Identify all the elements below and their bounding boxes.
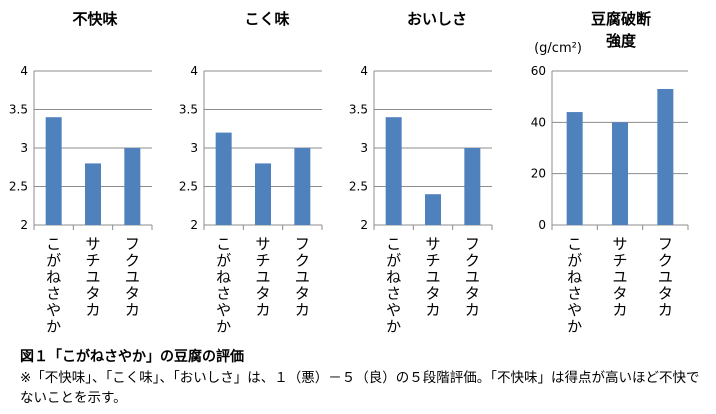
chart-3-bar [385,117,402,225]
chart-1-category-label: こがねさやか [46,235,61,336]
chart-1-category-label: フクユタカ [125,235,140,319]
chart-3-ytick-label: 2 [360,218,368,232]
chart-2-category-label: サチユタカ [255,235,270,319]
chart-1-ytick-label: 4 [20,64,28,78]
chart-3-title: おいしさ [407,10,467,28]
chart-4-category-label: こがねさやか [567,235,582,336]
chart-2-ytick-label: 3.5 [179,103,198,117]
chart-2-ytick-label: 2 [190,218,198,232]
chart-1-bar [85,163,101,225]
chart-1-ytick-label: 2.5 [9,180,28,194]
chart-2-ytick-label: 2.5 [179,180,198,194]
chart-4-title-line-2: 強度 [606,32,637,50]
chart-3-ytick-label: 2.5 [349,180,368,194]
chart-3-bar [425,194,441,225]
chart-4-ytick-label: 60 [531,64,546,78]
chart-2-ytick-label: 3 [190,141,198,155]
chart-4-ytick-label: 0 [538,218,546,232]
chart-3-ytick-label: 4 [360,64,368,78]
chart-2-title: こく味 [244,10,289,28]
chart-1-ytick-label: 2 [20,218,28,232]
chart-4-bar [612,122,628,225]
chart-3-ytick-label: 3.5 [349,103,368,117]
chart-4-bar [566,112,583,225]
chart-3-category-label: こがねさやか [386,235,401,336]
chart-2-bar [255,163,271,225]
figure-caption-title: 図１「こがねさやか」の豆腐の評価 [20,349,244,365]
chart-1-bar [45,117,62,225]
chart-4-title-line-1: 豆腐破断 [591,10,651,28]
chart-4-ytick-label: 20 [531,167,546,181]
chart-4-bar [657,88,674,225]
chart-1-ytick-label: 3.5 [9,103,28,117]
chart-2-bar [294,148,311,225]
chart-3-category-label: サチユタカ [425,235,440,319]
figure-charts: 不快味 2 2.5 3 3.5 4 こがねさやか サチユタカ フクユタカ こく味 2 2.5 3 3.5 4… [9,10,689,336]
chart-1-category-label: サチユタカ [85,235,100,319]
chart-3-bar [464,148,481,225]
chart-2-category-label: こがねさやか [216,235,231,336]
chart-2-bar [215,132,232,225]
chart-2-ytick-label: 4 [190,64,198,78]
chart-1-title: 不快味 [72,10,117,28]
chart-3-ytick-label: 3 [360,141,368,155]
chart-2-category-label: フクユタカ [295,235,310,319]
chart-4-category-label: サチユタカ [612,235,627,319]
chart-4-ytick-label: 40 [531,115,546,129]
chart-3-category-label: フクユタカ [465,235,480,319]
chart-1-ytick-label: 3 [20,141,28,155]
figure-caption-note: ※「不快味」、「こく味」、「おいしさ」は、１（悪）－５（良）の５段階評価。「不快… [20,370,700,406]
chart-4-category-label: フクユタカ [658,235,673,319]
chart-4-ylabel: (g/cm²) [534,41,582,56]
chart-1-bar [124,148,141,225]
